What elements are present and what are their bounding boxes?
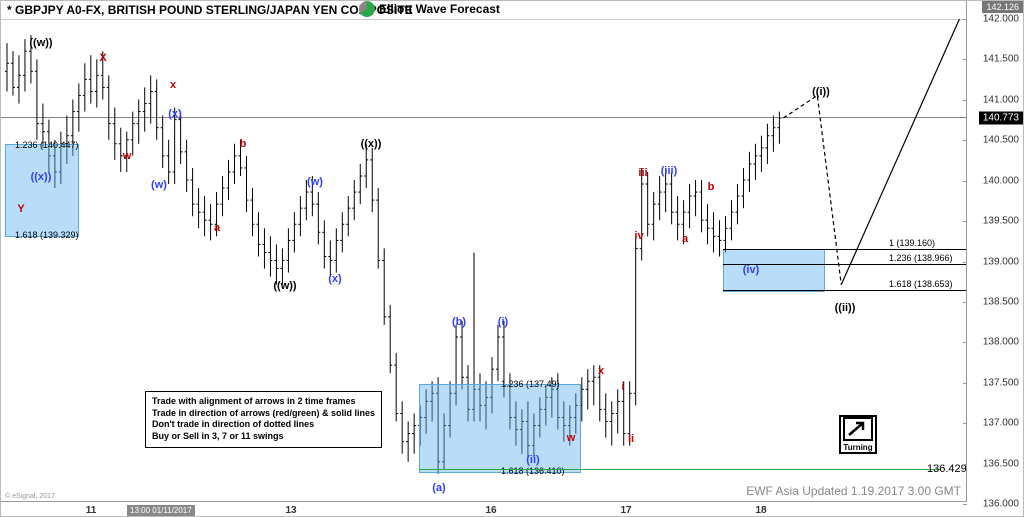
fib-label: 1.236 (137.49)	[501, 379, 560, 389]
note-line: Buy or Sell in 3, 7 or 11 swings	[152, 431, 375, 443]
x-axis: 11 13 16 17 18 13:00 01/11/2017	[1, 501, 967, 516]
fib-label: 1.618 (139.329)	[15, 230, 79, 240]
y-axis-label: 141.500	[983, 54, 1019, 65]
wave-label: (x)	[328, 273, 341, 285]
wave-label: a	[214, 222, 220, 234]
y-axis-label: 139.500	[983, 216, 1019, 227]
wave-label: i	[621, 381, 624, 393]
wave-label: b	[708, 181, 715, 193]
current-price-badge: 140.773	[979, 112, 1023, 125]
fib-label: 1 (139.160)	[889, 238, 935, 248]
wave-label: x	[598, 365, 604, 377]
note-line: Trade with alignment of arrows in 2 time…	[152, 396, 375, 408]
retracement-zone	[5, 144, 79, 237]
wave-label: (i)	[498, 316, 508, 328]
wave-label: b	[240, 138, 247, 150]
retracement-zone	[419, 384, 581, 473]
logo: Elliott Wave Forecast	[359, 1, 500, 17]
wave-label: x	[170, 79, 176, 91]
wave-label: (iv)	[743, 264, 760, 276]
y-axis-label: 142.000	[983, 14, 1019, 25]
wave-label: (w)	[151, 179, 167, 191]
update-footer: EWF Asia Updated 1.19.2017 3.00 GMT	[746, 484, 961, 498]
wave-label: (b)	[452, 316, 466, 328]
x-axis-label: 17	[620, 505, 631, 516]
fib-label: 1.618 (136.410)	[501, 466, 565, 476]
wave-label: ((w))	[29, 37, 52, 49]
top-price-badge: 142.126	[982, 1, 1023, 13]
wave-label: (iii)	[661, 165, 678, 177]
turning-label: Turning	[841, 443, 875, 452]
wave-label: iii	[638, 167, 647, 179]
y-axis-label: 136.000	[983, 499, 1019, 510]
note-line: Don't trade in direction of dotted lines	[152, 419, 375, 431]
x-axis-label: 11	[86, 505, 97, 516]
y-axis-label: 137.500	[983, 377, 1019, 388]
wave-label: a	[682, 233, 688, 245]
logo-icon	[359, 1, 375, 17]
y-axis-label: 138.500	[983, 296, 1019, 307]
x-axis-label: 18	[755, 505, 766, 516]
wave-label: ((i))	[812, 86, 830, 98]
x-axis-datetime: 13:00 01/11/2017	[127, 505, 195, 516]
y-axis-label: 136.500	[983, 458, 1019, 469]
wave-label: iv	[634, 230, 643, 242]
wave-label: w	[123, 150, 132, 162]
wave-label: ((w))	[273, 280, 296, 292]
fib-line	[723, 290, 967, 291]
wave-label: ii	[628, 433, 634, 445]
wave-label: Y	[17, 203, 24, 215]
fib-label: 1.236 (138.966)	[889, 253, 953, 263]
wave-label: ((x))	[31, 171, 52, 183]
trading-notes: Trade with alignment of arrows in 2 time…	[145, 391, 382, 448]
wave-label: ((x))	[361, 138, 382, 150]
y-axis-label: 137.000	[983, 418, 1019, 429]
fib-label: 1.236 (140.447)	[15, 140, 79, 150]
fib-label: 1.618 (138.653)	[889, 279, 953, 289]
note-line: Trade in direction of arrows (red/green)…	[152, 408, 375, 420]
fib-line	[723, 249, 967, 250]
logo-text: Elliott Wave Forecast	[379, 2, 500, 16]
wave-label: ((ii))	[835, 302, 856, 314]
wave-label: (ii)	[526, 454, 539, 466]
y-axis-label: 140.500	[983, 135, 1019, 146]
invalidation-line	[419, 469, 941, 470]
y-axis-label: 138.000	[983, 337, 1019, 348]
wave-label: (w)	[307, 176, 323, 188]
invalidation-label: 136.429	[927, 463, 967, 475]
chart-container: * GBPJPY A0-FX, BRITISH POUND STERLING/J…	[0, 0, 1024, 517]
y-axis: 136.000136.500137.000137.500138.000138.5…	[966, 1, 1023, 502]
copyright: © eSignal, 2017	[5, 493, 55, 500]
y-axis-label: 141.000	[983, 94, 1019, 105]
y-axis-label: 140.000	[983, 175, 1019, 186]
x-axis-label: 13	[285, 505, 296, 516]
wave-label: X	[99, 52, 106, 64]
wave-label: (x)	[168, 108, 181, 120]
x-axis-label: 16	[485, 505, 496, 516]
wave-label: (a)	[432, 482, 445, 494]
retracement-zone	[723, 249, 825, 292]
fib-line	[723, 264, 967, 265]
turning-arrow-icon	[843, 417, 873, 441]
turning-indicator: Turning	[839, 415, 877, 454]
wave-label: w	[567, 432, 576, 444]
y-axis-label: 139.000	[983, 256, 1019, 267]
